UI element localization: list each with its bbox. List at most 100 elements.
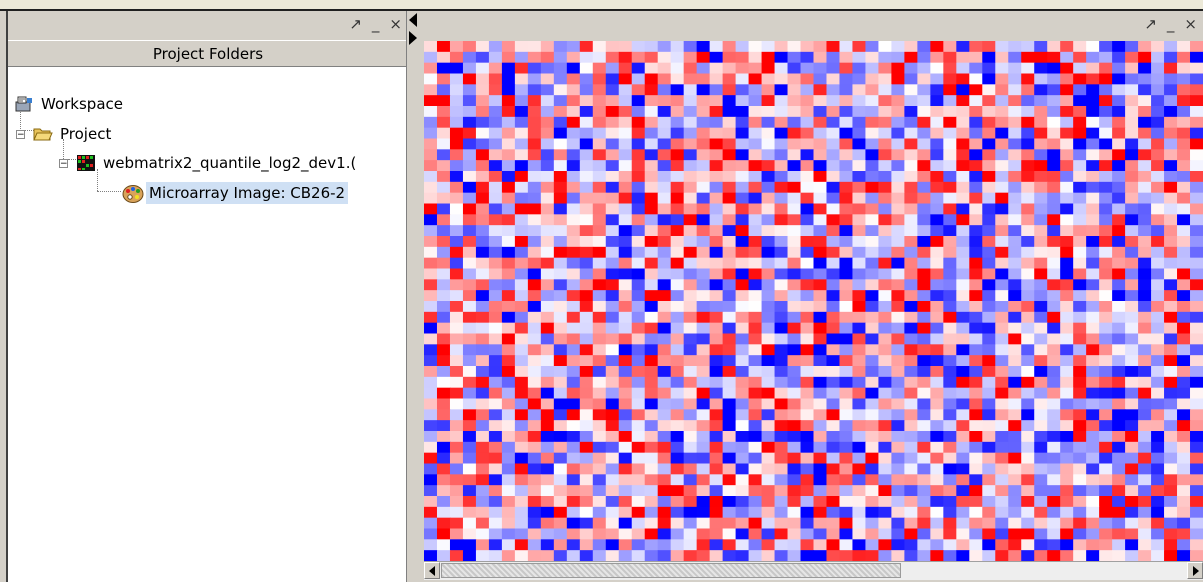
heatmap-cell [1086,506,1100,519]
heatmap-cell [657,84,672,96]
heatmap-cell [605,138,620,150]
heatmap-cell [631,290,646,302]
heatmap-cell [644,290,659,302]
heatmap-cell [683,366,698,378]
collapse-icon[interactable]: − [59,158,68,169]
heatmap-cell [644,517,659,530]
heatmap-cell [1151,376,1165,389]
heatmap-cell [1138,236,1152,248]
heatmap-cell [930,387,944,400]
heatmap-cell [878,496,892,508]
heatmap-cell [722,138,737,150]
heatmap-cell [735,485,750,497]
heatmap-cell [1099,311,1113,324]
heatmap-cell [1112,290,1126,302]
tree-node-webmatrix[interactable]: − webmatrix2_quantile_log2_dev1.( [59,152,359,174]
heatmap-cell [891,474,905,486]
scroll-left-button[interactable] [424,562,440,579]
heatmap-cell [657,41,672,53]
heatmap-cell [540,171,555,183]
heatmap-cell [917,138,931,150]
heatmap-cell [1008,127,1022,140]
heatmap-cell [969,452,983,465]
heatmap-cell [1125,95,1139,107]
heatmap-cell [891,398,905,410]
heatmap-cell [683,506,698,519]
heatmap-cell [969,506,983,519]
heatmap-cell [1177,268,1191,280]
heatmap-cell [774,387,789,400]
heatmap-cell [852,311,867,324]
heatmap-cell [878,333,892,345]
heatmap-cell [930,355,944,367]
heatmap-cell [475,376,490,389]
heatmap-cell [462,62,477,75]
collapse-icon[interactable]: − [16,129,25,140]
minimize-icon[interactable]: _ [1166,15,1175,33]
heatmap-cell [1021,528,1035,540]
heatmap-cell [904,95,918,107]
heatmap-cell [1047,279,1061,291]
heatmap-cell [956,84,970,96]
heatmap-cell [592,116,607,129]
microarray-heatmap[interactable] [424,41,1203,561]
heatmap-cell [1008,62,1022,75]
heatmap-cell [1125,203,1139,215]
heatmap-cell [670,95,685,107]
heatmap-cell [787,279,802,291]
heatmap-cell [618,322,633,335]
heatmap-cell [995,160,1009,172]
heatmap-cell [618,539,633,551]
heatmap-cell [1112,431,1126,443]
heatmap-cell [865,62,880,75]
heatmap-cell [540,236,555,248]
heatmap-cell [475,301,490,313]
heatmap-cell [592,301,607,313]
heatmap-cell [709,387,724,400]
heatmap-cell [1112,420,1126,432]
close-icon[interactable]: × [1184,15,1197,33]
panel-header[interactable]: Project Folders [8,40,408,67]
heatmap-cell [891,366,905,378]
heatmap-cell [943,322,957,335]
heatmap-cell [852,106,867,118]
heatmap-cell [436,95,451,107]
heatmap-cell [462,246,477,259]
heatmap-cell [566,290,581,302]
heatmap-cell [1034,149,1048,161]
heatmap-cell [605,225,620,237]
heatmap-cell [839,236,854,248]
maximize-icon[interactable]: ↗ [349,15,362,33]
heatmap-cell [605,95,620,107]
heatmap-cell [683,344,698,356]
heatmap-cell [1151,409,1165,421]
heatmap-cell [605,539,620,551]
heatmap-cell [813,225,828,237]
minimize-icon[interactable]: _ [371,15,380,33]
heatmap-cell [1151,106,1165,118]
heatmap-cell [865,463,880,475]
heatmap-cell [1099,149,1113,161]
heatmap-cell [501,246,516,259]
heatmap-cell [813,116,828,129]
heatmap-cell [644,95,659,107]
heatmap-cell [670,127,685,140]
expand-right-icon[interactable] [409,31,417,45]
heatmap-cell [683,73,698,85]
heatmap-cell [540,550,555,561]
scroll-right-button[interactable] [1187,562,1203,579]
tree-node-workspace[interactable]: Workspace [14,93,126,115]
tree-node-project[interactable]: − Project [16,123,114,145]
horizontal-scrollbar[interactable] [424,561,1203,580]
heatmap-cell [748,496,763,508]
scroll-thumb[interactable] [441,563,901,578]
close-icon[interactable]: × [389,15,402,33]
heatmap-cell [878,236,892,248]
panel-splitter[interactable] [406,11,419,582]
maximize-icon[interactable]: ↗ [1144,15,1157,33]
heatmap-view[interactable] [424,41,1203,561]
heatmap-cell [424,268,438,280]
tree-node-microarray-image[interactable]: Microarray Image: CB26-2 [122,182,349,204]
heatmap-cell [1073,279,1087,291]
collapse-left-icon[interactable] [409,13,417,27]
